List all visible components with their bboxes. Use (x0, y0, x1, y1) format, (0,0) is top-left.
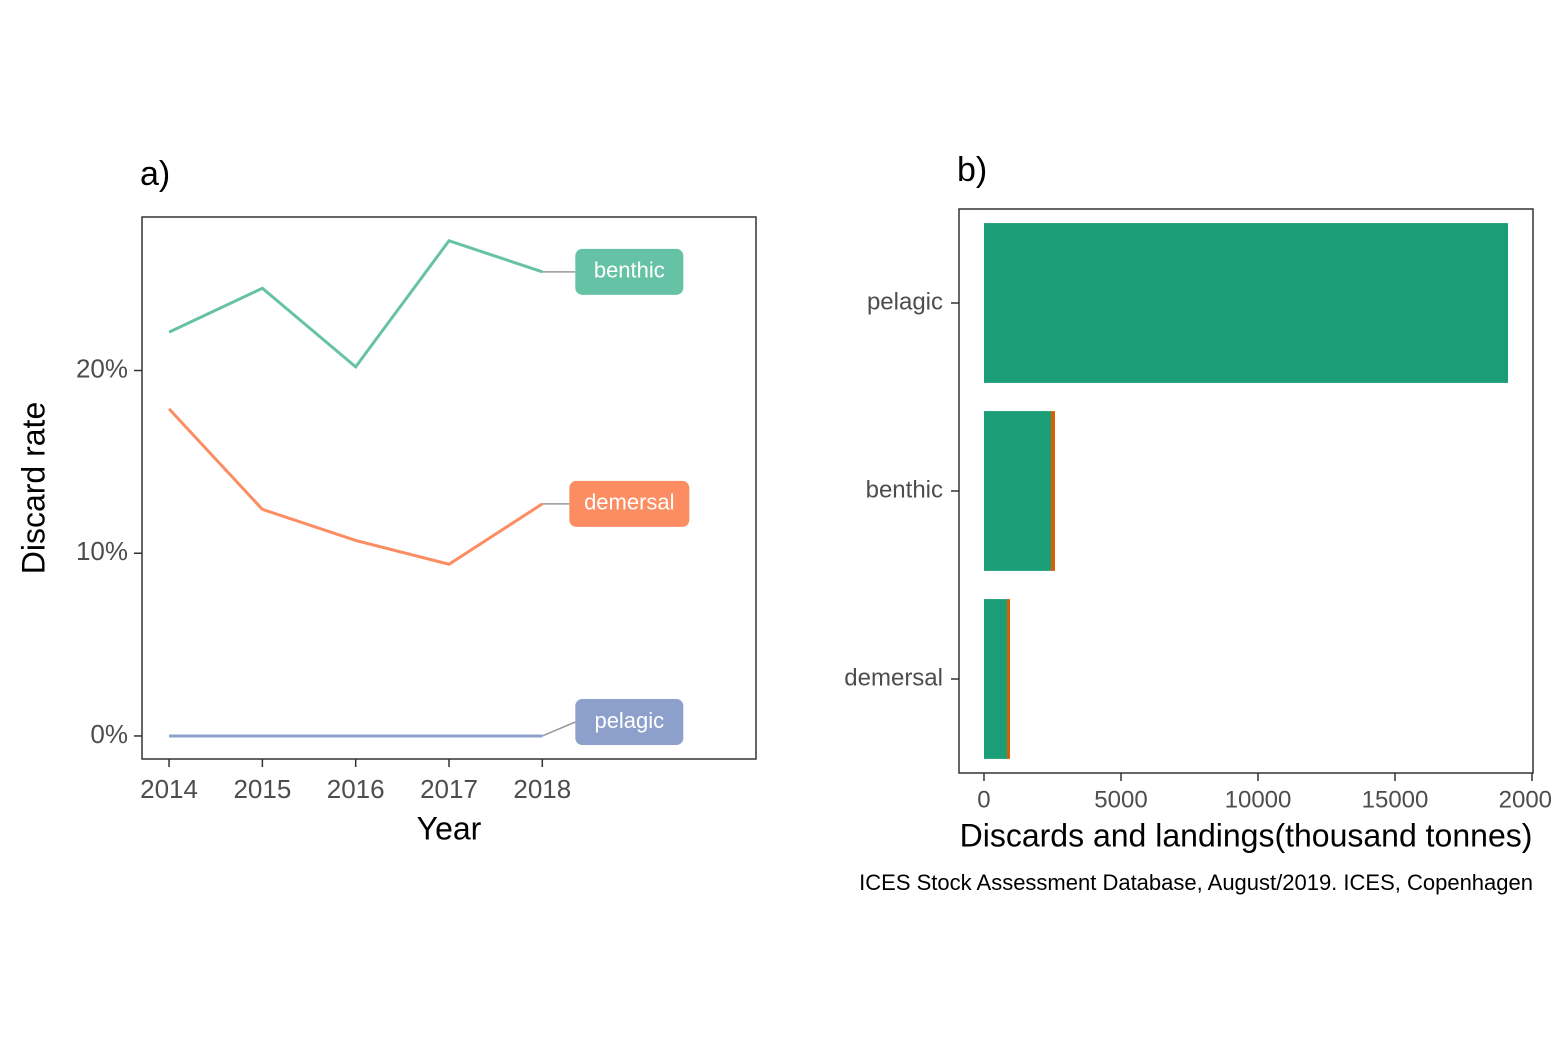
y-tick-label: 20% (76, 353, 128, 383)
y-tick-label: demersal (844, 664, 943, 691)
series-line (167, 407, 544, 566)
x-tick-label: 0 (977, 786, 990, 813)
x-axis-title: Year (417, 810, 482, 846)
x-tick-label: 10000 (1225, 786, 1292, 813)
y-tick-label: pelagic (867, 288, 943, 315)
bar-segment (1006, 599, 1010, 759)
series-label-box (569, 480, 690, 527)
x-tick-label: 2014 (140, 774, 198, 804)
x-axis-title: Discards and landings(thousand tonnes) (960, 817, 1533, 853)
x-tick-label: 2017 (420, 774, 478, 804)
panel-a-title: a) (140, 155, 170, 193)
x-tick-label: 2016 (327, 774, 385, 804)
x-tick-label: 15000 (1362, 786, 1429, 813)
series-label: pelagic (594, 708, 664, 733)
panel-b-title: b) (957, 151, 987, 189)
series-label: demersal (584, 490, 674, 515)
x-tick-label: 2015 (233, 774, 291, 804)
series-line (168, 238, 543, 370)
x-tick-label: 2018 (513, 774, 571, 804)
series-label-box (575, 699, 684, 745)
series-label: benthic (594, 258, 665, 283)
bar-segment (983, 223, 1509, 383)
caption: ICES Stock Assessment Database, August/2… (859, 870, 1533, 895)
y-axis-title: Discard rate (15, 402, 51, 575)
bar-segment (983, 599, 1007, 759)
bar-segment (983, 411, 1051, 571)
bar-segment (1050, 411, 1055, 571)
series-label-box (575, 248, 684, 295)
y-tick-label: 10% (76, 536, 128, 566)
label-connector (542, 721, 576, 737)
y-tick-label: 0% (90, 719, 128, 749)
x-tick-label: 5000 (1094, 786, 1147, 813)
x-tick-label: 20000 (1499, 786, 1551, 813)
y-tick-label: benthic (866, 476, 943, 503)
